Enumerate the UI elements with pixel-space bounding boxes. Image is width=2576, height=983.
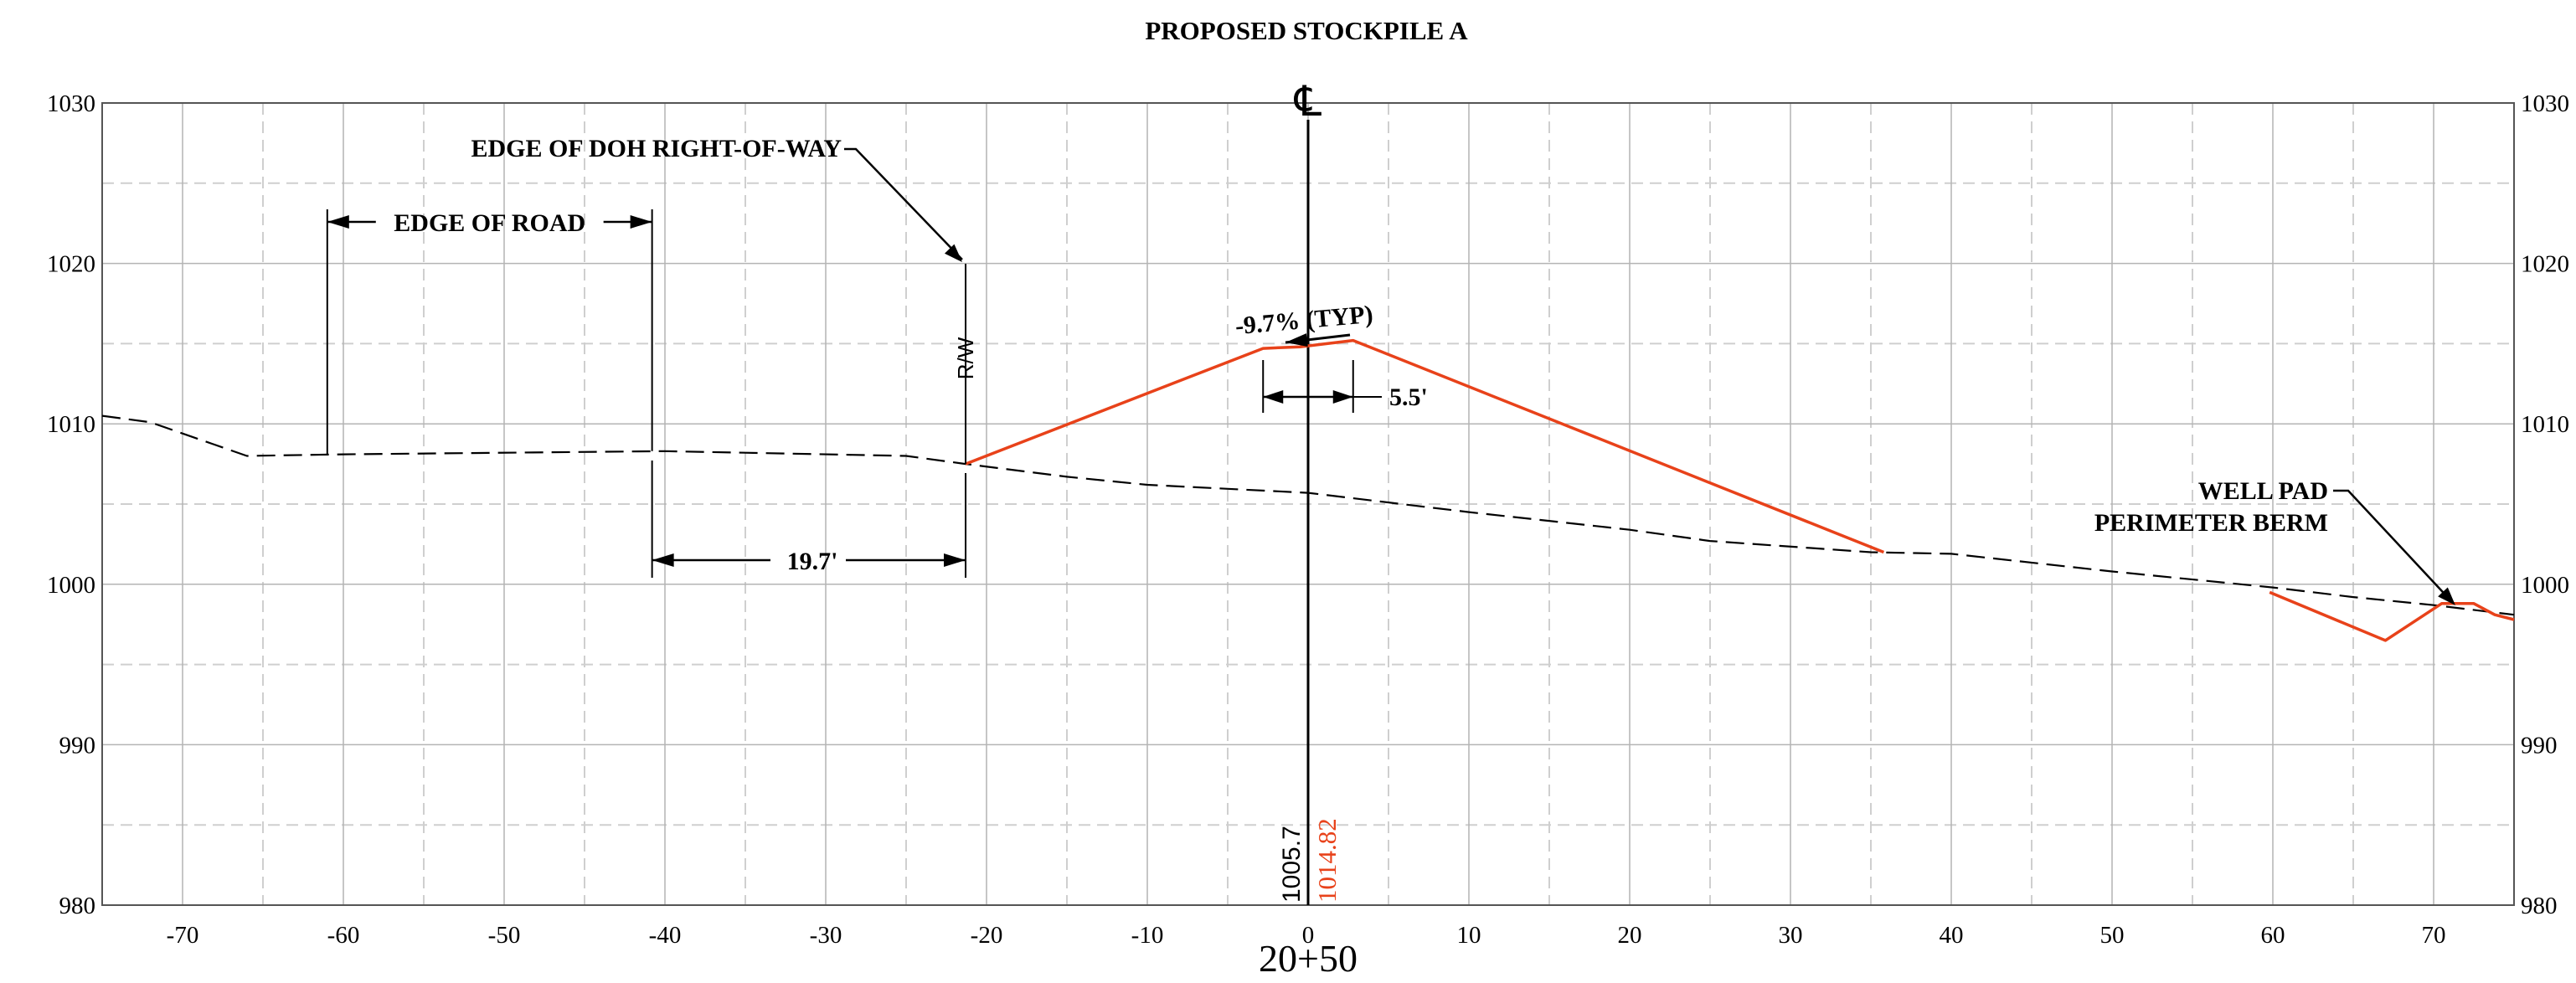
y-tick-label-left: 1010	[47, 411, 95, 438]
series-proposed	[965, 338, 1885, 554]
dim-19-7-arrow-right	[944, 553, 966, 567]
y-tick-label-left: 980	[59, 893, 96, 919]
y-tick-label-right: 1030	[2521, 90, 2569, 117]
annotations: EDGE OF DOH RIGHT-OF-WAY R/W EDGE OF ROAD 1…	[326, 135, 2455, 903]
y-tick-label-right: 990	[2521, 732, 2558, 759]
x-tick-label: -40	[649, 922, 682, 949]
y-tick-label-right: 1020	[2521, 251, 2569, 278]
station-label: 20+50	[1259, 937, 1358, 980]
row-label: EDGE OF DOH RIGHT-OF-WAY	[471, 135, 842, 162]
edge-road-label: EDGE OF ROAD	[394, 209, 585, 237]
dim-19-7-label: 19.7'	[787, 548, 838, 575]
x-tick-label: 20	[1618, 922, 1642, 949]
x-tick-label: -10	[1131, 922, 1164, 949]
slope-arrowhead	[1285, 333, 1308, 347]
x-tick-label: -50	[488, 922, 521, 949]
chart-title: PROPOSED STOCKPILE A	[1145, 16, 1468, 45]
centerline-symbol: ℄	[1293, 77, 1321, 126]
berm-label-line1: WELL PAD	[2198, 477, 2328, 505]
x-tick-label: 30	[1779, 922, 1803, 949]
berm-leader-arrowhead	[2438, 587, 2455, 605]
x-tick-label: -20	[971, 922, 1003, 949]
elev-existing: 1005.7	[1278, 826, 1306, 903]
berm-leader	[2333, 489, 2454, 604]
x-tick-label: -30	[810, 922, 842, 949]
dim-5-5-label: 5.5'	[1389, 383, 1428, 411]
elev-proposed: 1014.82	[1312, 818, 1342, 903]
x-tick-label: 0	[1302, 922, 1315, 949]
y-tick-label-right: 980	[2521, 893, 2558, 919]
profile-lines	[101, 338, 2515, 642]
dim-19-7-arrow-left	[652, 553, 674, 567]
x-tick-label: 10	[1457, 922, 1481, 949]
y-tick-label-left: 990	[59, 732, 96, 759]
x-tick-label: 70	[2422, 922, 2446, 949]
row-marker: R/W	[953, 337, 978, 379]
x-tick-label: -70	[167, 922, 199, 949]
slope-label: -9.7% (TYP)	[1234, 301, 1374, 340]
y-tick-label-left: 1030	[47, 90, 95, 117]
y-tick-label-left: 1000	[47, 572, 95, 599]
y-tick-label-right: 1000	[2521, 572, 2569, 599]
row-leader-arrowhead	[944, 244, 962, 262]
edge-road-arrow-left	[327, 215, 349, 229]
x-tick-label: 40	[1940, 922, 1964, 949]
y-tick-label-right: 1010	[2521, 411, 2569, 438]
edge-road-arrow-right	[630, 215, 652, 229]
y-tick-label-left: 1020	[47, 251, 95, 278]
row-leader	[844, 147, 963, 260]
berm-label-line2: PERIMETER BERM	[2094, 509, 2328, 537]
dim-5-5-arrow-right	[1332, 390, 1353, 404]
x-tick-label: -60	[327, 922, 360, 949]
x-tick-label: 60	[2261, 922, 2285, 949]
series-berm	[2269, 590, 2515, 642]
x-tick-label: 50	[2100, 922, 2125, 949]
dim-5-5-arrow-left	[1263, 390, 1284, 404]
series-existing	[101, 414, 2515, 616]
